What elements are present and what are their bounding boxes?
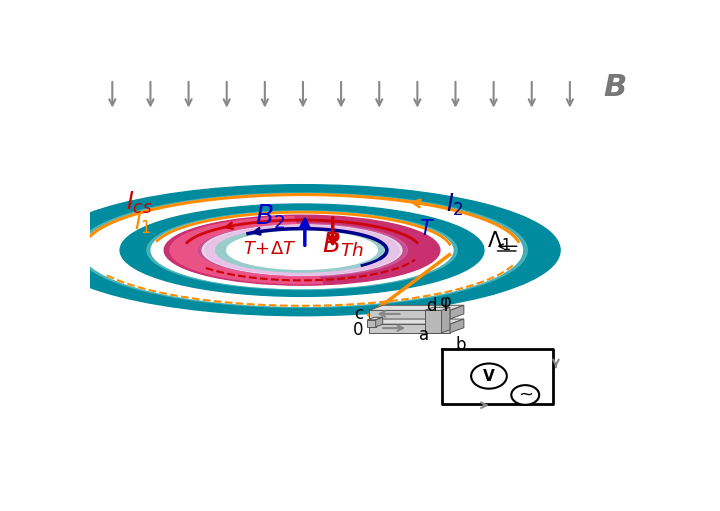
Ellipse shape — [205, 225, 399, 275]
Polygon shape — [450, 319, 464, 333]
Text: a: a — [419, 326, 429, 343]
Text: φ: φ — [441, 293, 452, 311]
Ellipse shape — [44, 184, 560, 316]
Ellipse shape — [81, 194, 523, 306]
Text: 0: 0 — [353, 321, 364, 339]
Text: $I_1$: $I_1$ — [133, 210, 151, 236]
Ellipse shape — [147, 211, 457, 290]
Ellipse shape — [197, 223, 408, 277]
Ellipse shape — [153, 212, 451, 288]
Ellipse shape — [151, 212, 453, 289]
Text: c: c — [354, 306, 364, 323]
Polygon shape — [376, 317, 382, 327]
Polygon shape — [441, 307, 450, 333]
Text: b: b — [456, 336, 466, 354]
Ellipse shape — [153, 212, 451, 288]
Circle shape — [471, 363, 507, 389]
Polygon shape — [369, 319, 464, 324]
Polygon shape — [367, 317, 382, 320]
Text: V: V — [483, 368, 495, 384]
Ellipse shape — [202, 225, 402, 275]
Polygon shape — [425, 310, 441, 333]
Ellipse shape — [86, 195, 518, 305]
Polygon shape — [170, 217, 323, 284]
Text: d: d — [426, 297, 437, 315]
Polygon shape — [369, 324, 450, 333]
Ellipse shape — [84, 195, 521, 306]
Text: $B_{Th}$: $B_{Th}$ — [322, 230, 364, 259]
Text: $T\!+\!\Delta T$: $T\!+\!\Delta T$ — [243, 240, 297, 258]
Ellipse shape — [77, 193, 527, 307]
Circle shape — [511, 385, 539, 405]
Text: B: B — [603, 73, 626, 102]
Text: $I_{cs}$: $I_{cs}$ — [126, 190, 153, 216]
Text: $\Lambda_1$: $\Lambda_1$ — [487, 229, 512, 252]
Ellipse shape — [164, 215, 440, 285]
Ellipse shape — [215, 228, 389, 272]
Ellipse shape — [120, 204, 484, 296]
Text: $B_2$: $B_2$ — [255, 202, 284, 231]
Polygon shape — [450, 305, 464, 319]
Ellipse shape — [227, 231, 377, 269]
Ellipse shape — [84, 195, 521, 306]
Text: ~: ~ — [518, 386, 533, 404]
Polygon shape — [369, 305, 464, 310]
Polygon shape — [367, 320, 376, 327]
Text: $I_2$: $I_2$ — [446, 192, 464, 218]
Polygon shape — [425, 307, 450, 310]
Polygon shape — [369, 310, 450, 319]
Text: $T$: $T$ — [419, 219, 436, 239]
Ellipse shape — [155, 213, 449, 288]
